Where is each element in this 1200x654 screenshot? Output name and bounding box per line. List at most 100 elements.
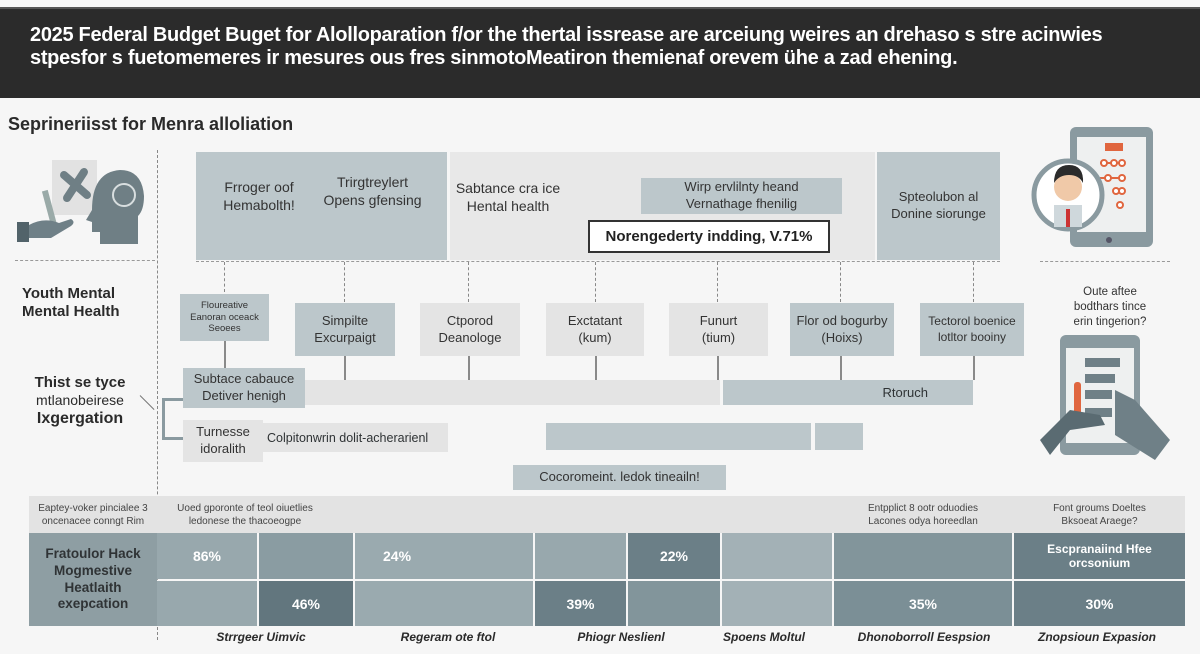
text: Fratoulor Hack xyxy=(45,545,141,561)
table-header-right-2: Font groums Doeltes Bksoeat Araege? xyxy=(1014,502,1185,528)
text: (tium) xyxy=(701,329,736,345)
text: Excurpaigt xyxy=(314,329,376,345)
text: Funurt xyxy=(699,312,738,328)
text: Subtace cabauce xyxy=(193,371,295,387)
text: Entpplict 8 ootr oduodies xyxy=(867,503,979,514)
text: Mogmestive xyxy=(53,562,133,578)
table-cell xyxy=(628,581,720,626)
callout-box: Cocoromeint. ledok tineailn! xyxy=(513,465,726,490)
text: erin tingerion? xyxy=(1073,315,1147,328)
table-header-left: Eaptey-voker pincialee 3 oncenacee conngt… xyxy=(29,502,157,528)
text: Rtoruch xyxy=(882,385,928,400)
timeline-bar-3 xyxy=(546,423,811,450)
table-cell xyxy=(722,581,832,626)
table-cell: 22% xyxy=(628,533,720,579)
table-cell xyxy=(535,533,626,579)
vertical-divider xyxy=(157,150,158,640)
text: ledonese the thacoeogpe xyxy=(188,516,302,527)
stage-box-4: Exctatant (kum) xyxy=(546,303,644,356)
bracket xyxy=(162,398,183,440)
text: Opens gfensing xyxy=(323,192,422,208)
table-cell xyxy=(157,581,257,626)
table-cell xyxy=(722,533,832,579)
text: Vernathage fhenilig xyxy=(685,196,798,211)
text: Simpilte xyxy=(321,312,369,328)
connector xyxy=(840,356,842,380)
stage-box-2: Simpilte Excurpaigt xyxy=(295,303,395,356)
text: Exctatant xyxy=(567,312,623,328)
integration-label: Thist se tyce mtlanobeirese Ixgergation xyxy=(20,374,140,428)
tick xyxy=(224,262,225,292)
table-header-strip xyxy=(29,496,1185,533)
table-header-mid: Uoed gporonte of teol oiuetlies ledonese … xyxy=(170,502,320,528)
text: bodthars tince xyxy=(1073,300,1147,313)
table-cell: 24% xyxy=(355,533,533,579)
text: mtlanobeirese xyxy=(36,392,124,408)
text: Hental health xyxy=(466,198,550,214)
text: exepcation xyxy=(57,596,129,612)
top-box-1 xyxy=(196,152,447,260)
text: Lacones odya horeedlan xyxy=(868,516,978,527)
timeline-bar-1 xyxy=(305,380,720,405)
column-footer: Regeram ote ftol xyxy=(400,630,496,644)
text: Trirgtreylert xyxy=(336,173,409,190)
text: Oute aftee xyxy=(1083,286,1137,298)
connector xyxy=(344,356,346,380)
text: lotltor booiny xyxy=(937,329,1007,344)
text: Ctporod xyxy=(446,312,494,328)
table-cell: 30% xyxy=(1014,581,1185,626)
doctor-tablet-icon xyxy=(1031,127,1153,247)
timeline-bar-4 xyxy=(815,423,863,450)
text: Thist se tyce xyxy=(34,374,126,391)
text: Detiver henigh xyxy=(202,388,286,403)
header-banner: 2025 Federal Budget Buget for Alollopara… xyxy=(0,7,1200,98)
text: Ixgergation xyxy=(36,409,124,427)
text: Wirp ervlilnty heand xyxy=(684,179,799,195)
column-footer: Phiogr Nesliеnl xyxy=(577,630,665,644)
table-cell: 86% xyxy=(157,533,257,579)
text: Colpitonwrin dolit-acherarienl xyxy=(267,430,429,445)
text: Mental Health xyxy=(22,303,120,320)
row1-label-box: Subtace cabauce Detiver henigh xyxy=(183,368,305,408)
top-box-1-label-b: Trirgtreylert Opens gfensing xyxy=(315,173,430,209)
connector xyxy=(595,356,597,380)
table-header-right-1: Entpplict 8 ootr oduodies Lacones odya ho… xyxy=(834,502,1012,528)
text: Uoed gporonte of teol oiuetlies xyxy=(177,503,313,514)
connector xyxy=(717,356,719,380)
text: Spteolubon al xyxy=(898,189,979,205)
table-cell: Escpranaiind Hfee orcsonium xyxy=(1014,533,1185,579)
column-footer: Dhonoborroll Eespsion xyxy=(857,630,991,644)
text: Deanologe xyxy=(438,329,502,345)
column-footer: Znopsioun Expasion xyxy=(1037,630,1157,644)
tick xyxy=(973,262,974,302)
timeline-bar-rtoruch: Rtoruch xyxy=(723,380,973,405)
connector xyxy=(973,356,975,380)
tick xyxy=(717,262,718,302)
stage-box-1: Floureative Eanoran oceack Seoees xyxy=(180,294,269,341)
connector xyxy=(468,356,470,380)
connector xyxy=(224,341,226,369)
header-title-line2: stpesfor s fuetomemeres ir mesures ous f… xyxy=(30,47,958,69)
text: Turnesse xyxy=(196,424,250,440)
question-text: Oute aftee bodthars tince erin tingerion? xyxy=(1045,285,1175,330)
table-cell xyxy=(834,533,1012,579)
divider xyxy=(15,260,155,261)
table-cell: 46% xyxy=(259,581,353,626)
text: Floureative xyxy=(201,299,248,311)
text: Heatlaith xyxy=(64,579,122,595)
tablet-hands-icon xyxy=(1040,335,1170,460)
top-box-3: Spteolubon al Donine siorunge xyxy=(877,152,1000,260)
mental-health-head-icon xyxy=(17,160,144,244)
text: Sabtance cra ice xyxy=(455,179,561,196)
top-box-2-label: Sabtance cra ice Hental health xyxy=(452,178,564,216)
text: Donine siorunge xyxy=(891,206,986,221)
column-footer: Spoens Moltul xyxy=(723,630,805,644)
section-subtitle: Seprineriisst for Menra alloliation xyxy=(8,114,294,134)
stage-box-5: Funurt (tium) xyxy=(669,303,768,356)
top-box-2-inner: Wirp ervlilnty heand Vernathage fhenilig xyxy=(641,178,842,214)
tick xyxy=(468,262,469,302)
text: Hemabolth! xyxy=(223,197,295,213)
text: Bksoeat Araege? xyxy=(1061,516,1138,527)
youth-mental-health-label: Youth Mental Mental Health xyxy=(22,285,120,321)
text: Flor od bogurby xyxy=(796,312,888,328)
